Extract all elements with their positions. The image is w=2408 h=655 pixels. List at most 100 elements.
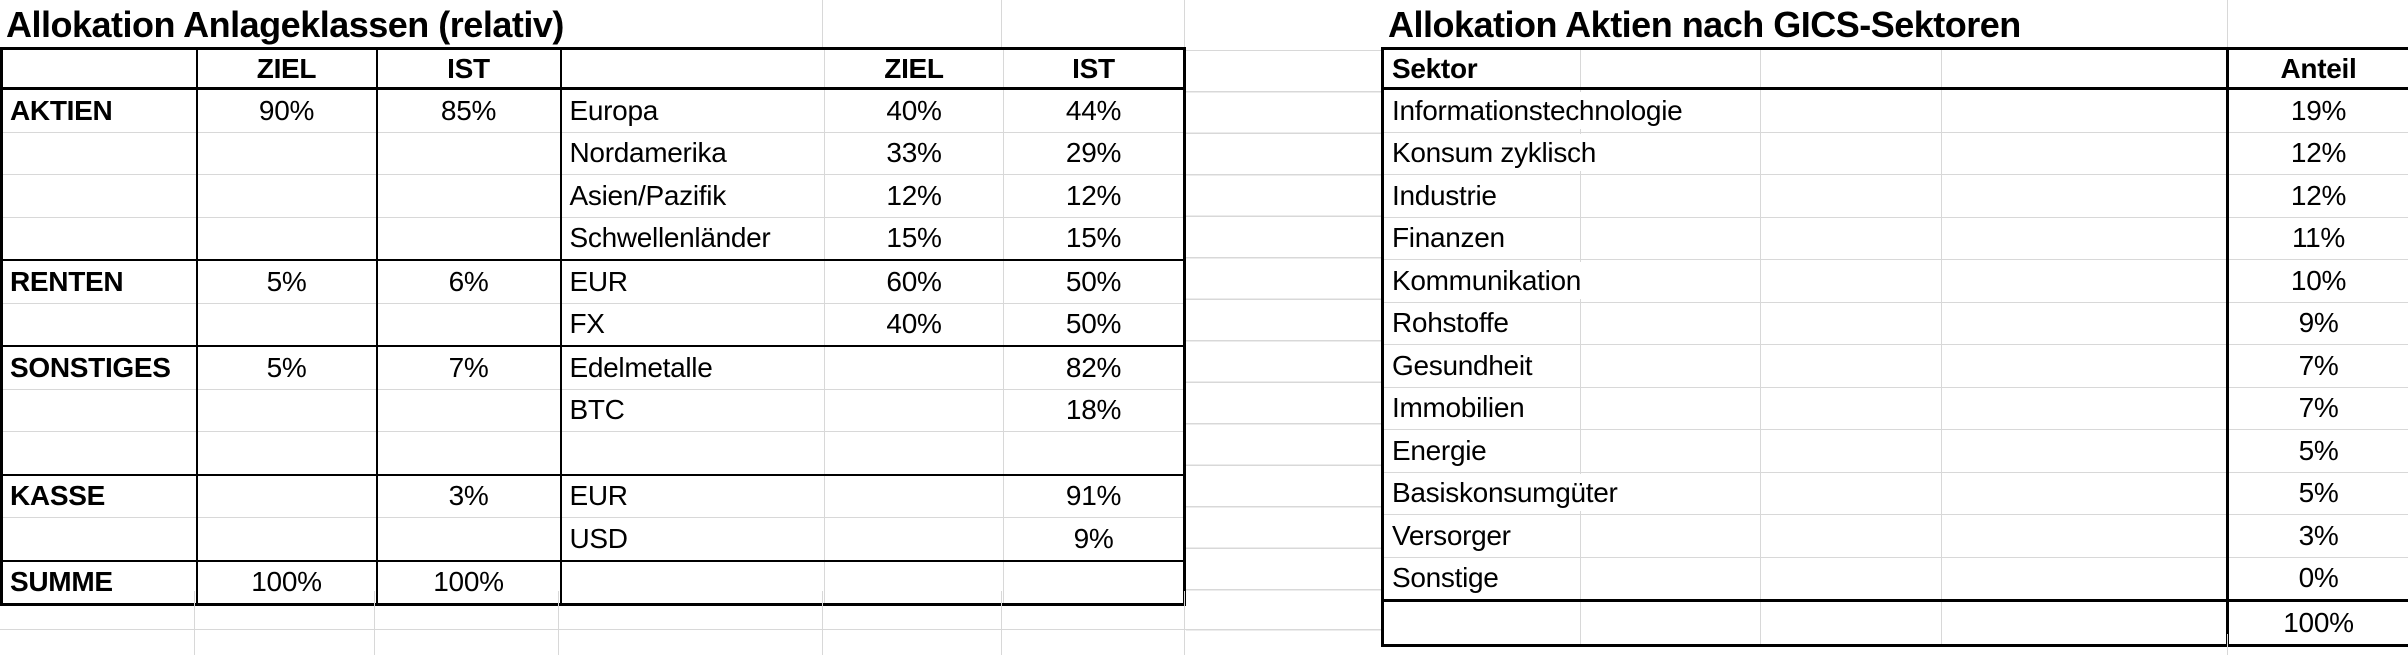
ist-header-cell[interactable]: IST [375,48,561,90]
cell[interactable] [1941,344,2228,388]
cell[interactable] [1382,599,1581,646]
sub-label-cell[interactable]: Edelmetalle [559,346,825,390]
value-cell[interactable]: 15% [1003,217,1185,261]
anteil-cell[interactable]: 5% [2226,472,2408,515]
cell[interactable] [1941,599,2228,646]
cell[interactable] [1941,48,2228,90]
value-cell[interactable] [824,517,1004,562]
cell[interactable] [1760,132,1942,175]
cell[interactable] [1760,302,1942,345]
value-cell[interactable] [195,174,377,218]
value-cell[interactable] [1003,431,1185,476]
row-label-cell[interactable]: SONSTIGES [1,346,197,390]
row-label-cell[interactable] [1,303,197,347]
sub-label-cell[interactable]: USD [559,517,825,562]
cell[interactable] [1941,174,2228,218]
value-cell[interactable] [195,132,377,175]
value-cell[interactable]: 5% [195,346,377,390]
sektor-cell[interactable]: Konsum zyklisch [1382,132,1603,175]
value-cell[interactable] [375,389,561,432]
cell[interactable] [1580,302,1761,345]
sektor-cell[interactable]: Gesundheit [1382,344,1581,388]
anteil-cell[interactable]: 7% [2226,387,2408,430]
ist2-header-cell[interactable]: IST [1003,48,1185,90]
cell[interactable] [1580,217,1761,260]
value-cell[interactable]: 5% [195,260,377,304]
value-cell[interactable] [1003,560,1185,605]
value-cell[interactable]: 100% [195,560,377,605]
sektor-cell[interactable]: Finanzen [1382,217,1581,260]
sub-label-cell[interactable] [559,431,825,476]
value-cell[interactable]: 85% [375,88,561,133]
cell[interactable] [1580,514,1761,558]
cell[interactable] [1760,599,1942,646]
value-cell[interactable]: 44% [1003,88,1185,133]
cell[interactable] [1760,429,1942,473]
row-label-cell[interactable]: AKTIEN [1,88,197,133]
cell[interactable] [1941,387,2228,430]
value-cell[interactable] [195,517,377,562]
cell[interactable] [1941,514,2228,558]
cell[interactable] [1580,132,1761,175]
cell[interactable] [1941,557,2228,601]
sektor-header-cell[interactable]: Sektor [1382,48,1581,90]
value-cell[interactable]: 60% [824,260,1004,304]
value-cell[interactable] [824,560,1004,605]
cell[interactable] [1580,599,1761,646]
row-label-cell[interactable]: SUMME [1,560,197,605]
value-cell[interactable] [824,346,1004,390]
ziel-header-cell[interactable]: ZIEL [195,48,377,90]
value-cell[interactable]: 12% [824,174,1004,218]
row-label-cell[interactable] [1,517,197,562]
cell[interactable] [1760,472,1942,515]
cell[interactable] [1760,514,1942,558]
value-cell[interactable]: 50% [1003,260,1185,304]
value-cell[interactable]: 3% [375,474,561,518]
sub-label-cell[interactable] [559,560,825,605]
anteil-header-cell[interactable]: Anteil [2226,48,2408,90]
sub-label-cell[interactable]: Schwellenländer [559,217,825,261]
sektor-cell[interactable]: Industrie [1382,174,1581,218]
value-cell[interactable] [195,217,377,261]
cell[interactable] [1760,387,1942,430]
value-cell[interactable]: 91% [1003,474,1185,518]
value-cell[interactable]: 40% [824,303,1004,347]
sektor-cell[interactable]: Kommunikation [1382,259,1588,303]
anteil-cell[interactable]: 19% [2226,88,2408,133]
sektor-cell[interactable]: Rohstoffe [1382,302,1581,345]
value-cell[interactable]: 82% [1003,346,1185,390]
value-cell[interactable] [375,132,561,175]
cell[interactable] [1941,429,2228,473]
value-cell[interactable] [195,303,377,347]
anteil-cell[interactable]: 12% [2226,174,2408,218]
cell[interactable] [1941,259,2228,303]
sub-label-cell[interactable]: Europa [559,88,825,133]
anteil-cell[interactable]: 5% [2226,429,2408,473]
anteil-cell[interactable]: 11% [2226,217,2408,260]
row-label-cell[interactable] [1,217,197,261]
sektor-cell[interactable]: Sonstige [1382,557,1581,601]
value-cell[interactable] [375,431,561,476]
cell[interactable] [1580,429,1761,473]
value-cell[interactable] [375,517,561,562]
sub-label-cell[interactable]: FX [559,303,825,347]
cell[interactable] [1760,88,1942,133]
cell[interactable] [1760,259,1942,303]
row-label-cell[interactable]: RENTEN [1,260,197,304]
cell[interactable] [1580,48,1761,90]
value-cell[interactable] [195,474,377,518]
cell[interactable] [1,48,197,90]
anteil-total-cell[interactable]: 100% [2226,599,2408,646]
value-cell[interactable]: 90% [195,88,377,133]
sektor-cell[interactable]: Informationstechnologie [1382,88,1689,133]
sub-label-cell[interactable]: EUR [559,260,825,304]
cell[interactable] [1941,132,2228,175]
sektor-cell[interactable]: Energie [1382,429,1581,473]
row-label-cell[interactable] [1,431,197,476]
cell[interactable] [1941,88,2228,133]
anteil-cell[interactable]: 10% [2226,259,2408,303]
value-cell[interactable] [375,217,561,261]
cell[interactable] [1580,174,1761,218]
anteil-cell[interactable]: 9% [2226,302,2408,345]
value-cell[interactable]: 15% [824,217,1004,261]
